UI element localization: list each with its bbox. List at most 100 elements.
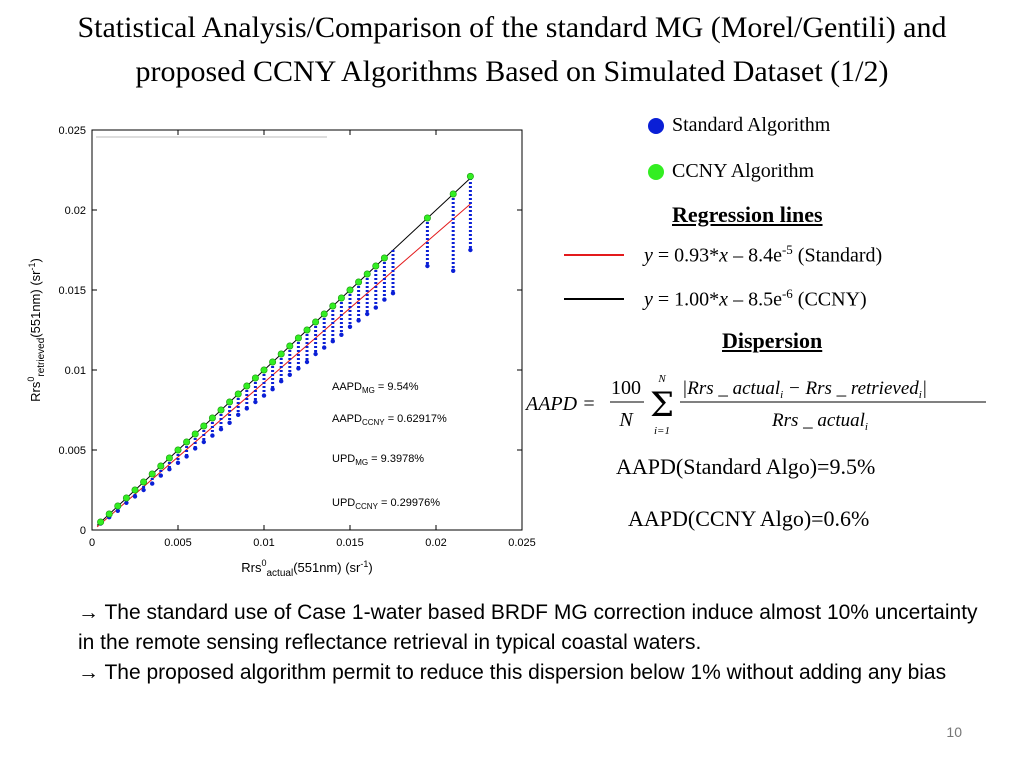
ccny-point [174,446,182,454]
ccny-point [131,486,139,494]
standard-point [287,372,292,377]
x-tick-label: 0.015 [336,537,364,549]
x-axis-label: Rrs0actual(551nm) (sr-1) [241,558,372,579]
x-tick-label: 0.01 [253,537,274,549]
ccny-point [294,334,302,342]
standard-point [218,427,224,432]
ccny-point [114,502,122,510]
stat-annotation: UPDMG = 9.3978% [332,453,424,467]
formula-sum-bottom: i=1 [654,425,670,437]
bullet-2: → The proposed algorithm permit to reduc… [78,661,947,684]
ccny-point [423,214,431,222]
aapd-ccny: AAPD(CCNY Algo)=0.6% [628,506,870,531]
formula-frac-num: |Rrs _ actuali − Rrs _ retrievedi| [682,378,927,401]
sigma-icon: Σ [650,385,674,425]
ccny-point [97,518,105,526]
standard-point [132,494,138,499]
ccny-point [337,294,345,302]
legend-item-standard: Standard Algorithm [648,114,830,137]
standard-point [115,508,121,513]
ccny-point [303,326,311,334]
ccny-point [312,318,320,326]
standard-point [296,366,301,371]
y-tick-label: 0.005 [58,445,86,457]
regression-ccny: y = 1.00*x – 8.5e-6 (CCNY) [564,286,867,312]
formula-frac-den: Rrs _ actuali [771,410,868,433]
formula-sum-top: N [657,373,666,385]
legend-label-ccny: CCNY Algorithm [672,160,815,182]
x-tick-label: 0.005 [164,537,192,549]
legend-dot-standard [648,117,664,134]
y-tick-label: 0.02 [65,205,86,217]
regression-line-standard [96,203,471,528]
standard-point [382,297,387,302]
legend-dot-ccny [648,163,664,180]
regression-heading: Regression lines [672,202,823,227]
ccny-point [329,302,337,310]
standard-point [141,487,146,493]
regression-ccny-line-swatch [564,297,624,300]
y-tick-label: 0.025 [58,125,86,137]
standard-point [184,454,189,459]
ccny-point [165,454,173,462]
standard-point [124,500,129,505]
standard-point [347,324,353,329]
ccny-point [105,510,113,518]
dispersion-heading: Dispersion [722,328,823,353]
standard-point [210,433,215,438]
standard-point [244,406,249,411]
regression-standard: y = 0.93*x – 8.4e-5 (Standard) [564,242,882,268]
conclusion-bullets: → The standard use of Case 1-water based… [78,598,978,688]
ccny-point [277,350,285,358]
x-tick-label: 0.02 [425,537,446,549]
standard-point [468,247,473,253]
title-line-2: proposed CCNY Algorithms Based on Simula… [135,55,889,88]
ccny-point [320,310,328,318]
y-tick-label: 0.015 [58,285,86,297]
x-tick-label: 0 [89,537,95,549]
ccny-point [234,390,242,398]
ccny-point [260,366,268,374]
ccny-point [363,270,371,278]
ccny-point [226,398,234,406]
standard-point [236,412,241,417]
regression-ccny-equation: y = 1.00*x – 8.5e-6 (CCNY) [644,286,867,311]
formula-lhs: AAPD = [524,393,596,415]
standard-point [373,305,378,310]
ccny-point [122,494,130,502]
standard-point [175,460,181,465]
standard-point [270,387,275,392]
standard-point [201,439,206,445]
ccny-point [380,254,388,262]
standard-point [279,379,284,384]
ccny-point [466,172,474,180]
ccny-point [355,278,363,286]
standard-point [253,399,258,405]
standard-point [322,345,327,350]
standard-point [158,473,163,478]
standard-point [365,311,370,317]
standard-point [261,393,267,398]
title-line-1: Statistical Analysis/Comparison of the s… [77,11,947,44]
standard-point [390,291,396,296]
stat-annotation: UPDCCNY = 0.29976% [332,497,440,511]
standard-point [451,268,456,273]
y-tick-label: 0 [80,525,86,537]
stat-annotation: AAPDMG = 9.54% [332,381,419,395]
standard-point [356,318,361,323]
regression-standard-equation: y = 0.93*x – 8.4e-5 (Standard) [644,242,883,267]
standard-point [167,467,172,472]
standard-point [425,263,430,269]
standard-point [227,420,232,425]
standard-point [339,332,344,337]
formula-num: 100 [611,377,641,399]
ccny-point [183,438,191,446]
x-tick-label: 0.025 [508,537,536,549]
standard-point [330,339,335,344]
scatter-chart: 0 0.005 0.01 0.015 0.02 0.025 0 0.005 0.01 0.015 0… [26,125,536,579]
ccny-point [286,342,294,350]
standard-point [313,351,318,357]
regression-standard-line-swatch [564,253,624,256]
ccny-point [346,286,354,294]
ccny-point [251,374,259,382]
